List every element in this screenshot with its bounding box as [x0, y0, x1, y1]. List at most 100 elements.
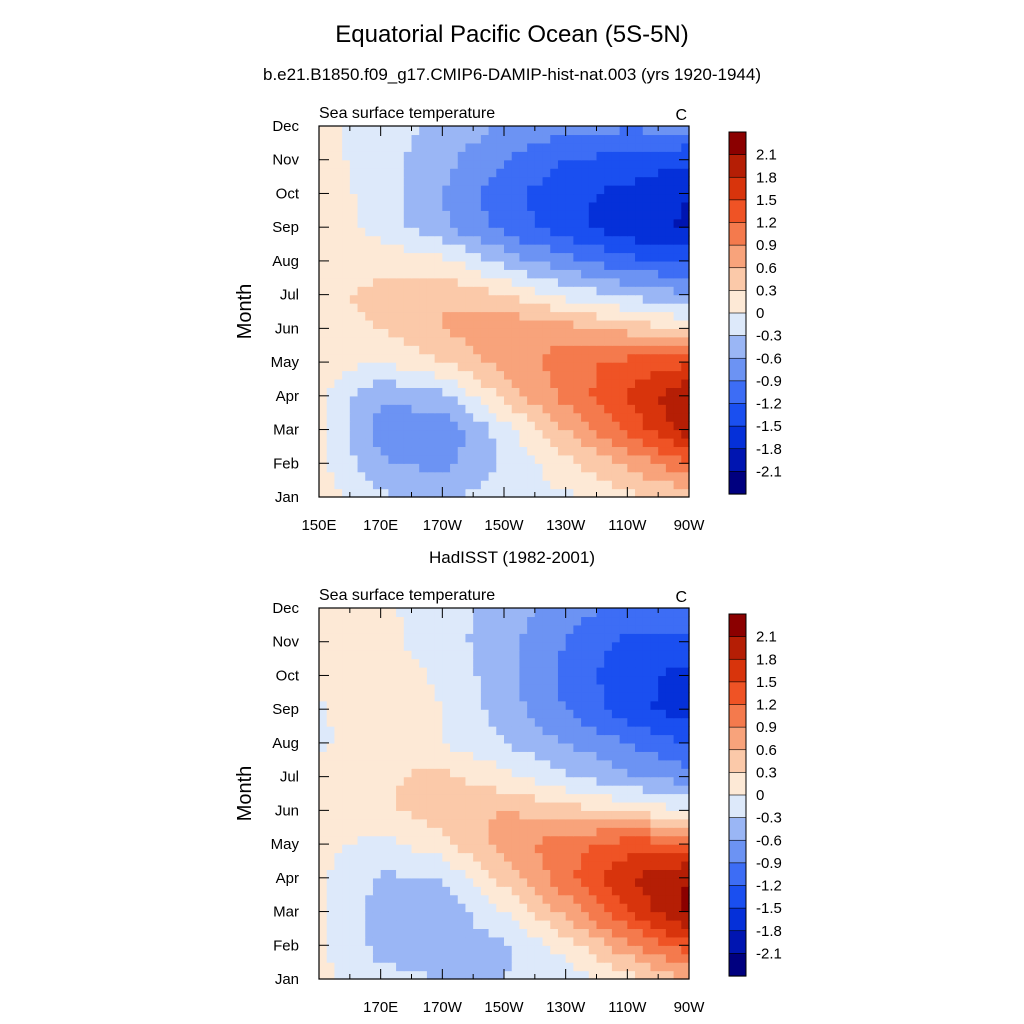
- heatmap-cell: [473, 962, 482, 972]
- heatmap-cell: [342, 608, 351, 618]
- heatmap-cell: [557, 454, 567, 464]
- heatmap-cell: [496, 835, 505, 845]
- heatmap-cell: [388, 227, 397, 237]
- heatmap-cell: [511, 911, 521, 921]
- heatmap-cell: [557, 201, 567, 211]
- heatmap-cell: [658, 387, 667, 397]
- heatmap-cell: [581, 734, 590, 744]
- heatmap-cell: [372, 869, 382, 879]
- heatmap-cell: [519, 877, 528, 887]
- heatmap-cell: [504, 759, 513, 769]
- heatmap-cell: [527, 421, 536, 431]
- heatmap-cell: [650, 345, 659, 355]
- heatmap-cell: [534, 454, 544, 464]
- heatmap-cell: [496, 244, 505, 254]
- heatmap-cell: [473, 624, 482, 634]
- heatmap-cell: [542, 387, 551, 397]
- colorbar-swatch: [728, 267, 747, 291]
- heatmap-cell: [457, 471, 467, 481]
- heatmap-cell: [365, 252, 374, 262]
- heatmap-cell: [565, 886, 574, 896]
- heatmap-cell: [511, 446, 521, 456]
- heatmap-cell: [473, 311, 482, 321]
- heatmap-cell: [596, 311, 605, 321]
- heatmap-cell: [357, 801, 366, 811]
- heatmap-cell: [588, 134, 598, 144]
- heatmap-cell: [642, 210, 652, 220]
- heatmap-cell: [450, 201, 459, 211]
- heatmap-cell: [519, 471, 528, 481]
- heatmap-cell: [496, 480, 505, 490]
- heatmap-cell: [488, 641, 497, 651]
- heatmap-cell: [557, 919, 567, 930]
- heatmap-cell: [334, 480, 343, 490]
- heatmap-cell: [442, 936, 451, 946]
- heatmap-cell: [673, 844, 682, 854]
- heatmap-cell: [349, 260, 359, 270]
- heatmap-cell: [681, 709, 690, 719]
- heatmap-cell: [557, 869, 567, 879]
- heatmap-cell: [534, 734, 544, 744]
- heatmap-cell: [334, 227, 343, 237]
- heatmap-cell: [650, 852, 659, 862]
- heatmap-cell: [326, 759, 336, 769]
- heatmap-cell: [527, 683, 536, 693]
- heatmap-cell: [611, 793, 621, 803]
- heatmap-cell: [635, 395, 644, 405]
- heatmap-cell: [596, 928, 605, 938]
- heatmap-cell: [403, 869, 413, 879]
- heatmap-cell: [473, 785, 482, 795]
- heatmap-cell: [380, 844, 389, 854]
- heatmap-cell: [326, 734, 336, 744]
- heatmap-cell: [681, 126, 690, 136]
- heatmap-cell: [480, 235, 490, 245]
- heatmap-cell: [488, 692, 497, 702]
- heatmap-cell: [465, 463, 474, 473]
- heatmap-cell: [380, 370, 389, 380]
- heatmap-cell: [372, 269, 382, 279]
- heatmap-cell: [496, 641, 505, 651]
- heatmap-cell: [527, 142, 536, 152]
- heatmap-cell: [527, 454, 536, 464]
- heatmap-cell: [349, 734, 359, 744]
- heatmap-cell: [681, 616, 690, 626]
- heatmap-cell: [658, 362, 667, 372]
- heatmap-cell: [619, 362, 628, 372]
- heatmap-cell: [473, 945, 482, 955]
- heatmap-cell: [642, 692, 652, 702]
- heatmap-cell: [557, 277, 567, 287]
- heatmap-cell: [527, 768, 536, 778]
- heatmap-cell: [650, 176, 659, 186]
- heatmap-cell: [619, 269, 628, 279]
- heatmap-cell: [473, 700, 482, 710]
- heatmap-cell: [411, 286, 420, 296]
- heatmap-cell: [550, 945, 559, 955]
- heatmap-cell: [403, 201, 413, 211]
- heatmap-cell: [365, 675, 374, 685]
- heatmap-cell: [619, 446, 628, 456]
- heatmap-cell: [650, 945, 659, 955]
- heatmap-cell: [581, 126, 590, 136]
- heatmap-cell: [403, 328, 413, 338]
- heatmap-cell: [411, 911, 420, 921]
- heatmap-cell: [504, 877, 513, 887]
- heatmap-cell: [635, 193, 644, 203]
- colorbar-label: 0.6: [756, 260, 777, 277]
- heatmap-cell: [650, 759, 659, 769]
- heatmap-cell: [673, 446, 682, 456]
- heatmap-cell: [419, 404, 428, 414]
- heatmap-cell: [380, 801, 389, 811]
- heatmap-cell: [573, 151, 582, 161]
- heatmap-cell: [411, 751, 420, 761]
- heatmap-cell: [326, 294, 336, 304]
- heatmap-cell: [365, 235, 374, 245]
- heatmap-cell: [419, 827, 428, 837]
- heatmap-cell: [396, 734, 405, 744]
- heatmap-cell: [396, 768, 405, 778]
- heatmap-cell: [565, 126, 574, 136]
- heatmap-cell: [658, 353, 667, 363]
- heatmap-cell: [450, 480, 459, 490]
- heatmap-cell: [542, 244, 551, 254]
- heatmap-cell: [334, 751, 343, 761]
- heatmap-cell: [442, 894, 451, 904]
